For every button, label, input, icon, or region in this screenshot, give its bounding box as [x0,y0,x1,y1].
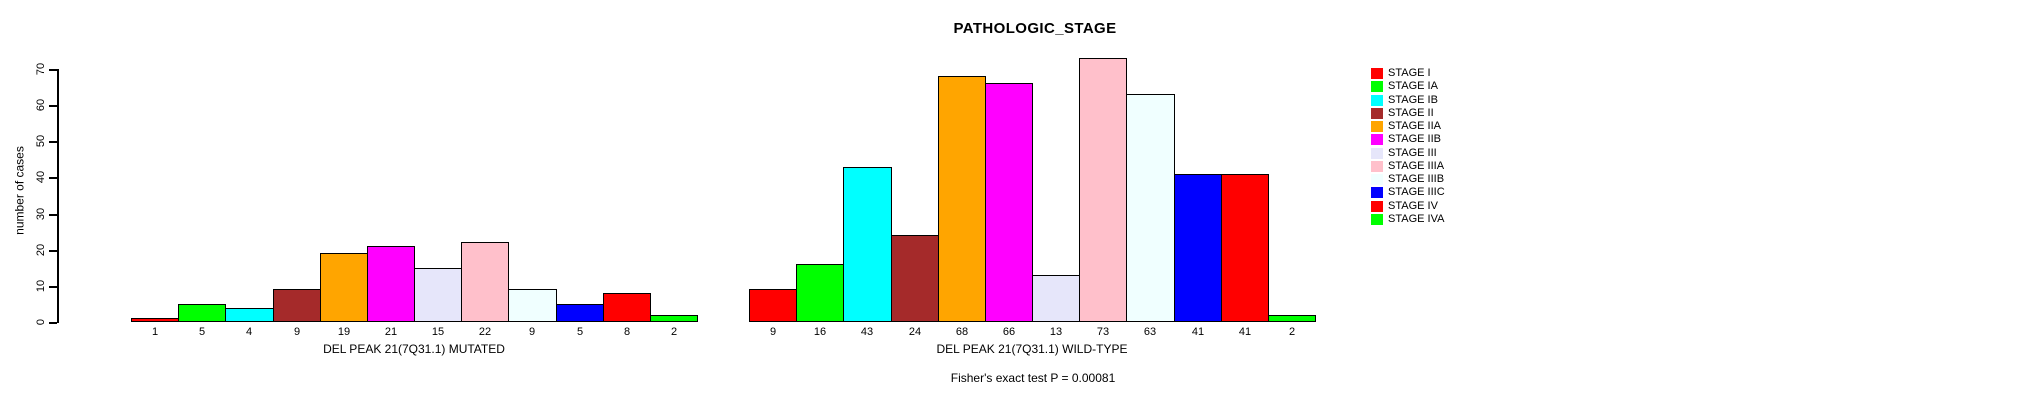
legend-swatch-stage-i [1371,68,1383,79]
legend-swatch-stage-iiib [1371,174,1383,185]
x-axis-title: DEL PEAK 21(7Q31.1) MUTATED [323,342,505,356]
legend-label-stage-iiia: STAGE IIIA [1388,160,1445,172]
legend-label-stage-iva: STAGE IVA [1388,213,1445,225]
legend-swatch-stage-ii [1371,108,1383,119]
legend-swatch-stage-iii [1371,148,1383,159]
bar-value-label: 13 [1049,326,1063,338]
bar-stage-iva [650,315,698,322]
legend-swatch-stage-ib [1371,95,1383,106]
legend-swatch-stage-iib [1371,134,1383,145]
bar-value-label: 5 [576,326,584,338]
bar-stage-iib [367,246,415,322]
bar-stage-iiib [508,289,557,322]
y-tick-label: 70 [35,62,47,76]
bar-stage-iv [603,293,651,322]
y-tick-mark [49,286,57,288]
bar-stage-ii [273,289,321,322]
bar-stage-iii [1032,275,1080,322]
legend-label-stage-iib: STAGE IIB [1388,133,1441,145]
bar-value-label: 8 [623,326,631,338]
chart-title: PATHOLOGIC_STAGE [953,20,1117,37]
y-tick-label: 0 [35,318,47,326]
bar-stage-ib [225,308,274,322]
bar-value-label: 4 [245,326,253,338]
x-axis-title: DEL PEAK 21(7Q31.1) WILD-TYPE [936,342,1128,356]
y-tick-mark [49,141,57,143]
bar-value-label: 9 [293,326,301,338]
bar-value-label: 68 [955,326,969,338]
y-tick-mark [49,69,57,71]
legend-label-stage-i: STAGE I [1388,67,1431,79]
bar-stage-iva [1268,315,1316,322]
y-tick-label: 20 [35,243,47,257]
bar-stage-iiia [1079,58,1127,322]
bar-stage-iiia [461,242,509,322]
bar-stage-ib [843,167,892,322]
bar-stage-i [131,318,179,322]
bar-value-label: 9 [528,326,536,338]
y-tick-label: 60 [35,98,47,112]
bar-value-label: 1 [151,326,159,338]
bar-value-label: 21 [384,326,398,338]
legend-swatch-stage-iiia [1371,161,1383,172]
y-tick-mark [49,250,57,252]
legend-swatch-stage-iia [1371,121,1383,132]
y-tick-label: 10 [35,279,47,293]
bar-value-label: 43 [860,326,874,338]
bar-value-label: 15 [431,326,445,338]
bar-stage-i [749,289,797,322]
bar-stage-iia [938,76,986,322]
bar-value-label: 41 [1191,326,1205,338]
legend-label-stage-iii: STAGE III [1388,147,1437,159]
legend-label-stage-iia: STAGE IIA [1388,120,1441,132]
bar-stage-iiic [556,304,604,322]
bar-stage-iiib [1126,94,1175,322]
bar-value-label: 41 [1238,326,1252,338]
bar-value-label: 9 [769,326,777,338]
bar-value-label: 22 [478,326,492,338]
bar-stage-iiic [1174,174,1222,322]
bar-stage-iia [320,253,368,322]
bar-value-label: 16 [813,326,827,338]
bar-value-label: 66 [1002,326,1016,338]
legend-label-stage-ii: STAGE II [1388,107,1434,119]
y-tick-mark [49,177,57,179]
bar-value-label: 73 [1096,326,1110,338]
y-tick-mark [49,322,57,324]
bar-value-label: 2 [670,326,678,338]
y-tick-label: 40 [35,170,47,184]
bar-stage-iib [985,83,1033,322]
y-axis-label: number of cases [12,146,27,235]
bar-stage-ia [796,264,844,322]
bar-stage-iv [1221,174,1269,322]
bar-value-label: 2 [1288,326,1296,338]
legend-swatch-stage-iiic [1371,187,1383,198]
legend-label-stage-iiic: STAGE IIIC [1388,186,1445,198]
legend-label-stage-iiib: STAGE IIIB [1388,173,1445,185]
legend-label-stage-ia: STAGE IA [1388,80,1438,92]
y-tick-label: 30 [35,207,47,221]
y-tick-mark [49,214,57,216]
bar-value-label: 5 [198,326,206,338]
legend-swatch-stage-ia [1371,81,1383,92]
legend-swatch-stage-iva [1371,214,1383,225]
y-tick-mark [49,105,57,107]
y-axis-line [57,69,59,323]
bar-value-label: 24 [908,326,922,338]
bar-stage-iii [414,268,462,322]
legend-label-stage-ib: STAGE IB [1388,94,1438,106]
y-tick-label: 50 [35,134,47,148]
bar-stage-ii [891,235,939,322]
bar-stage-ia [178,304,226,322]
bar-value-label: 63 [1143,326,1157,338]
legend-label-stage-iv: STAGE IV [1388,200,1438,212]
fisher-test-note: Fisher's exact test P = 0.00081 [950,371,1116,385]
bar-value-label: 19 [337,326,351,338]
legend-swatch-stage-iv [1371,201,1383,212]
